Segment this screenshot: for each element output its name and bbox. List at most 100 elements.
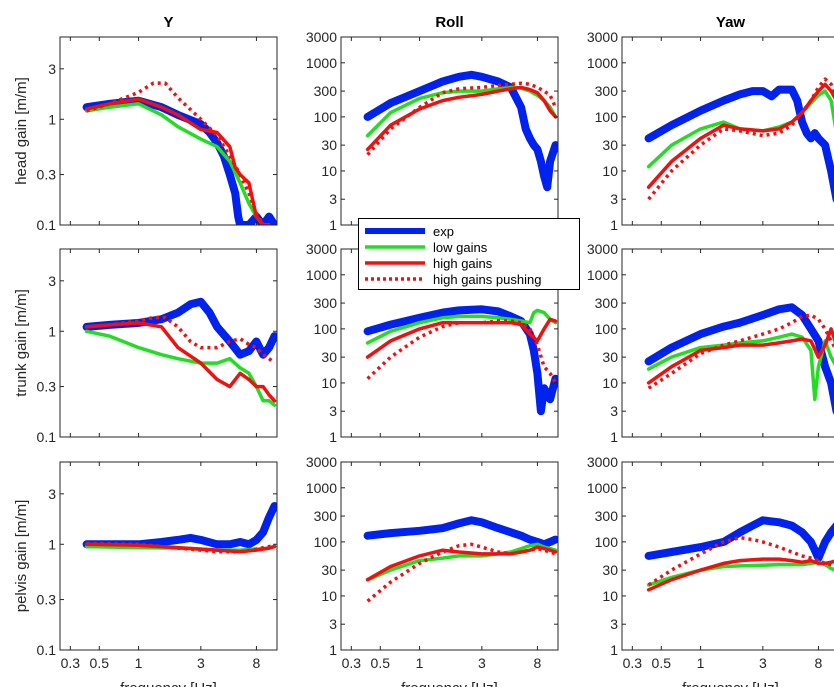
- x-tick-label: 0.5: [90, 655, 110, 671]
- panel-r0-c2: 1 3 10 30 100 300 1000 3000 Yaw: [587, 14, 834, 233]
- y-tick-label: 30: [602, 137, 618, 153]
- series-line-push: [647, 313, 834, 390]
- y-tick-label: 1000: [306, 480, 337, 496]
- panel-series-group: [82, 502, 277, 554]
- x-tick-label: 0.5: [371, 655, 391, 671]
- series-line-exp: [82, 297, 277, 359]
- legend-swatch-high-gains: [365, 261, 425, 265]
- y-tick-label: 3000: [587, 241, 618, 257]
- series-line-low: [365, 308, 558, 345]
- y-tick-label: 100: [314, 534, 338, 550]
- x-axis-label: frequency [Hz]: [682, 680, 779, 687]
- series-line-high: [646, 82, 834, 189]
- series-line-low: [84, 329, 277, 407]
- series-line-push: [86, 541, 275, 554]
- panel-r1-c2: 1 3 10 30 100 300 1000 3000: [587, 241, 834, 445]
- y-tick-label: 1: [329, 217, 337, 233]
- x-tick-label: 8: [253, 655, 261, 671]
- y-tick-label: 1: [48, 323, 56, 339]
- panel-series-group: [82, 81, 277, 225]
- legend-label-low-gains: low gains: [433, 239, 488, 255]
- series-line-push: [366, 542, 557, 603]
- y-tick-label: 100: [595, 321, 619, 337]
- series-line-high: [646, 327, 834, 385]
- legend-entry-high-gains: high gains: [363, 255, 579, 271]
- x-tick-label: 0.3: [623, 655, 643, 671]
- y-tick-label: 1000: [587, 480, 618, 496]
- y-tick-label: 3: [329, 616, 337, 632]
- legend-entry-high-gains-pushing: high gains pushing: [363, 271, 579, 287]
- y-tick-label: 1000: [306, 267, 337, 283]
- panel-series-group: [363, 305, 558, 416]
- y-tick-label: 0.1: [37, 642, 57, 658]
- y-tick-label: 10: [602, 588, 618, 604]
- y-tick-label: 30: [321, 349, 337, 365]
- y-tick-label: 3000: [306, 29, 337, 45]
- panel-axes-box: [621, 461, 834, 651]
- y-tick-label: 30: [321, 562, 337, 578]
- y-axis-label: trunk gain [m/m]: [13, 289, 30, 397]
- series-line-exp: [363, 70, 558, 192]
- x-axis-label: frequency [Hz]: [401, 680, 498, 687]
- legend: exp low gains high gains high gains push…: [358, 218, 580, 290]
- y-tick-label: 1: [610, 217, 618, 233]
- legend-label-high-gains-pushing: high gains pushing: [433, 271, 542, 287]
- panel-axes-box: [621, 248, 834, 438]
- panel-axes-box: [340, 461, 559, 651]
- y-tick-label: 1: [48, 111, 56, 127]
- series-line-high: [84, 321, 277, 403]
- y-tick-label: 100: [314, 321, 338, 337]
- series-line-push: [86, 315, 276, 365]
- series-line-push: [647, 77, 834, 201]
- x-tick-label: 8: [815, 655, 823, 671]
- y-tick-label: 3000: [306, 241, 337, 257]
- x-tick-label: 1: [416, 655, 424, 671]
- panel-series-group: [644, 77, 834, 203]
- series-line-low: [84, 102, 271, 225]
- series-line-exp: [644, 85, 834, 203]
- y-tick-label: 1: [610, 429, 618, 445]
- y-tick-label: 300: [595, 83, 619, 99]
- column-title: Yaw: [716, 14, 746, 31]
- y-tick-label: 30: [602, 349, 618, 365]
- y-tick-label: 30: [321, 137, 337, 153]
- y-tick-label: 3: [329, 191, 337, 207]
- panel-r0-c1: 1 3 10 30 100 300 1000 3000 Roll: [306, 14, 559, 233]
- panel-r1-c1: 1 3 10 30 100 300 1000 3000: [306, 241, 559, 445]
- x-tick-label: 3: [759, 655, 767, 671]
- y-tick-label: 100: [595, 109, 619, 125]
- y-tick-label: 0.3: [37, 379, 57, 395]
- y-tick-label: 0.1: [37, 429, 57, 445]
- x-tick-label: 3: [197, 655, 205, 671]
- y-tick-label: 300: [595, 508, 619, 524]
- series-line-low: [646, 560, 834, 587]
- panel-axes-box: [59, 36, 278, 226]
- panel-r2-c1: 1 3 10 30 100 300 1000 3000 0.3 0.5 1 3 8 frequency […: [306, 454, 559, 687]
- y-tick-label: 3: [48, 61, 56, 77]
- legend-swatch-exp: [365, 228, 425, 234]
- series-line-exp: [644, 303, 834, 415]
- y-tick-label: 30: [602, 562, 618, 578]
- x-tick-label: 0.3: [61, 655, 81, 671]
- panel-series-group: [363, 516, 558, 603]
- y-tick-label: 3000: [587, 454, 618, 470]
- panel-axes-box: [59, 461, 278, 651]
- x-axis-label: frequency [Hz]: [120, 680, 217, 687]
- y-tick-label: 300: [595, 295, 619, 311]
- y-tick-label: 1000: [306, 55, 337, 71]
- series-line-push: [366, 319, 558, 384]
- series-line-high: [84, 97, 271, 225]
- legend-entry-exp: exp: [363, 223, 579, 239]
- panel-axes-box: [59, 248, 278, 438]
- y-tick-label: 3000: [306, 454, 337, 470]
- column-title: Y: [163, 14, 173, 31]
- y-tick-label: 10: [321, 375, 337, 391]
- series-line-exp: [82, 96, 277, 225]
- y-tick-label: 10: [602, 163, 618, 179]
- y-tick-label: 10: [321, 588, 337, 604]
- x-tick-label: 0.5: [652, 655, 672, 671]
- panel-series-group: [82, 297, 277, 407]
